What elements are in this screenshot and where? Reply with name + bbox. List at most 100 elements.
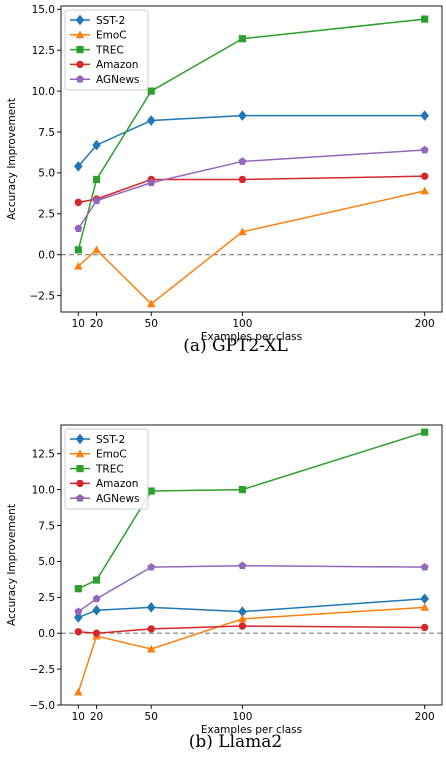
legend-label: Amazon	[96, 478, 138, 490]
series-trec	[74, 15, 429, 254]
data-point	[92, 245, 101, 254]
data-point	[420, 186, 429, 195]
legend-marker	[76, 46, 84, 54]
series-trec	[74, 428, 429, 593]
data-point	[146, 602, 156, 613]
series-amazon	[74, 622, 429, 637]
legend-label: Amazon	[96, 59, 138, 71]
data-point	[147, 625, 155, 633]
series-emoc	[74, 186, 429, 308]
legend-label: SST-2	[96, 15, 125, 27]
data-point	[92, 594, 101, 603]
data-point	[420, 593, 429, 605]
data-point	[74, 261, 83, 270]
legend-marker	[76, 479, 84, 488]
data-point	[421, 15, 429, 23]
series-agnews	[74, 561, 429, 616]
legend-entry: EmoC	[70, 449, 127, 461]
legend-marker	[76, 465, 84, 473]
y-tick-label: 2.5	[38, 592, 55, 604]
data-point	[238, 486, 246, 494]
data-point	[421, 428, 429, 436]
series-emoc	[74, 603, 429, 696]
data-point	[238, 175, 247, 184]
legend-label: EmoC	[96, 449, 127, 461]
series-sst-2	[74, 593, 429, 623]
x-tick-label: 50	[145, 318, 158, 330]
legend-entry: SST-2	[70, 14, 125, 27]
legend-marker	[76, 494, 84, 502]
legend-label: TREC	[95, 463, 124, 475]
data-point	[238, 614, 247, 623]
data-point	[92, 576, 101, 584]
chart-1: 10 20 50 100 200 −2.5 0.0 2.5 5.0 7.5 10.0 12.5 15.0…	[6, 4, 443, 356]
data-point	[420, 172, 429, 180]
y-tick-label: 0.0	[38, 628, 55, 640]
series-line	[77, 149, 425, 229]
data-point	[147, 87, 155, 95]
y-tick-label: 15.0	[32, 4, 55, 16]
x-tick-label: 100	[232, 318, 252, 330]
plot-frame	[60, 5, 443, 313]
data-point	[74, 607, 83, 616]
series-line	[77, 190, 425, 305]
series-sst-2	[74, 110, 429, 172]
data-point	[420, 145, 429, 154]
legend-entry: TREC	[70, 463, 124, 475]
data-point	[238, 622, 247, 630]
data-point	[74, 687, 83, 696]
legend-marker	[75, 433, 85, 445]
legend: SST-2 EmoC TREC Amazon AGNews	[64, 9, 149, 91]
series-line	[77, 114, 425, 167]
data-point	[92, 196, 101, 205]
data-point	[238, 227, 247, 236]
series-amazon	[74, 172, 429, 207]
legend-marker	[76, 75, 84, 83]
data-point	[74, 585, 82, 593]
legend-entry: TREC	[70, 44, 124, 56]
data-point	[92, 139, 101, 151]
series-line	[77, 564, 425, 613]
legend-box	[64, 9, 149, 91]
x-tick-label: 20	[90, 711, 103, 723]
data-point	[238, 35, 246, 43]
x-axis-label: Examples per class	[201, 331, 302, 343]
y-tick-label: 5.0	[38, 556, 55, 568]
data-point	[420, 562, 429, 571]
data-point	[238, 561, 247, 570]
figure-caption: (b) Llama2	[189, 732, 282, 752]
x-tick-label: 50	[145, 711, 158, 723]
y-axis-label: Accuracy Improvement	[6, 504, 18, 626]
data-point	[147, 178, 156, 187]
y-tick-label: 12.5	[32, 449, 55, 461]
legend-label: AGNews	[96, 493, 140, 505]
chart-2: 10 20 50 100 200 −5.0 −2.5 0.0 2.5 5.0 7.5 10.0 12.5…	[6, 424, 443, 752]
data-point	[146, 299, 156, 308]
x-tick-label: 200	[415, 711, 435, 723]
data-point	[238, 110, 247, 121]
data-point	[146, 115, 156, 126]
x-tick-label: 10	[72, 318, 85, 330]
y-tick-label: 7.5	[38, 520, 55, 532]
y-tick-label: −2.5	[30, 664, 56, 676]
y-tick-label: 10.0	[32, 86, 55, 98]
data-point	[92, 629, 101, 637]
legend-label: AGNews	[96, 74, 140, 86]
y-tick-label: 2.5	[38, 209, 55, 221]
series-line	[78, 625, 425, 634]
y-tick-label: −5.0	[30, 700, 56, 712]
x-tick-label: 10	[72, 711, 85, 723]
data-point	[420, 110, 429, 121]
legend: SST-2 EmoC TREC Amazon AGNews	[64, 428, 149, 510]
y-tick-label: 10.0	[32, 484, 55, 496]
data-point	[238, 157, 247, 165]
data-point	[74, 628, 83, 636]
legend-marker	[75, 449, 85, 458]
series-line	[77, 606, 425, 693]
legend-entry: Amazon	[70, 478, 138, 490]
y-axis-label: Accuracy Improvement	[6, 98, 18, 220]
y-tick-label: −2.5	[30, 290, 56, 302]
legend-box	[64, 428, 149, 510]
y-tick-label: 0.0	[38, 250, 55, 262]
